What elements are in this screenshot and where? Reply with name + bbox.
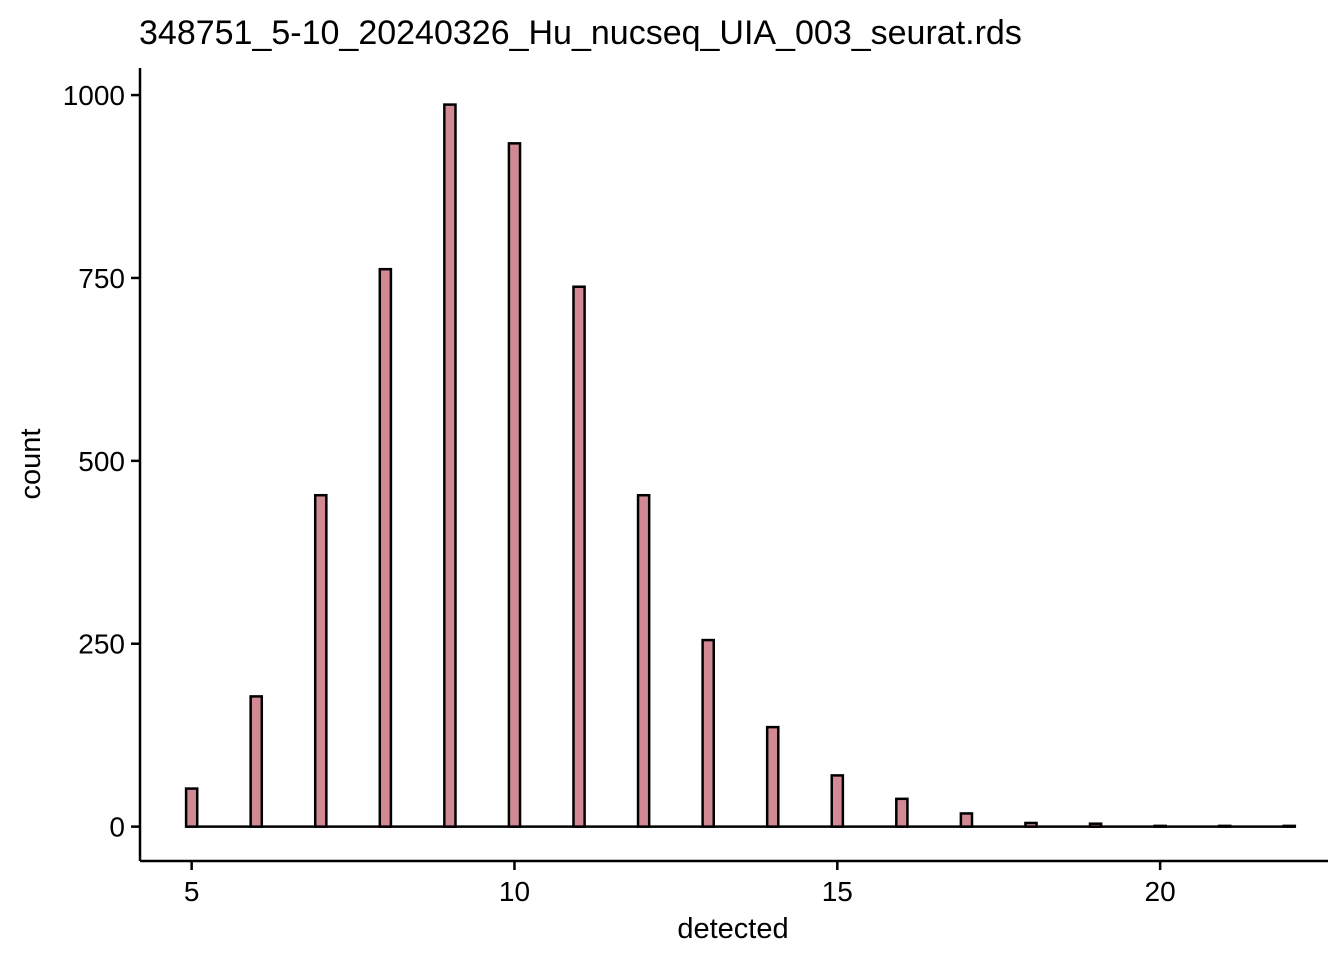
bar-detected-12 bbox=[636, 493, 651, 828]
bar-detected-6 bbox=[249, 695, 264, 828]
bar-detected-15 bbox=[830, 774, 845, 828]
bar-detected-16 bbox=[895, 797, 909, 828]
chart-title: 348751_5-10_20240326_Hu_nucseq_UIA_003_s… bbox=[139, 14, 1022, 52]
bar-detected-11 bbox=[572, 285, 586, 828]
bar-detected-9 bbox=[443, 103, 457, 828]
bar-detected-19 bbox=[1088, 822, 1103, 828]
x-axis-ticks: 5 10 15 20 bbox=[184, 861, 1176, 907]
bar-detected-20 bbox=[1153, 824, 1167, 828]
x-tick-label: 20 bbox=[1145, 876, 1176, 907]
bar-detected-18 bbox=[1024, 821, 1038, 828]
y-axis-ticks: 0 250 500 750 1000 bbox=[63, 80, 140, 843]
bar-detected-10 bbox=[507, 142, 522, 828]
bar-detected-5 bbox=[184, 787, 199, 828]
bars-layer bbox=[184, 103, 1297, 828]
y-tick-label: 250 bbox=[78, 629, 125, 660]
bar-detected-14 bbox=[765, 725, 780, 828]
x-tick-label: 5 bbox=[184, 876, 200, 907]
x-tick-label: 10 bbox=[499, 876, 530, 907]
y-tick-label: 0 bbox=[109, 812, 125, 843]
bar-detected-22 bbox=[1282, 824, 1297, 828]
bar-detected-17 bbox=[959, 812, 974, 828]
y-axis-label: count bbox=[15, 429, 47, 500]
bar-detected-8 bbox=[378, 267, 393, 828]
y-tick-label: 750 bbox=[78, 263, 125, 294]
y-tick-label: 500 bbox=[78, 446, 125, 477]
x-axis-label: detected bbox=[677, 913, 788, 945]
bar-detected-21 bbox=[1217, 824, 1232, 828]
x-tick-label: 15 bbox=[822, 876, 853, 907]
bar-detected-7 bbox=[313, 493, 328, 828]
bar-detected-13 bbox=[701, 638, 715, 828]
y-tick-label: 1000 bbox=[63, 80, 125, 111]
